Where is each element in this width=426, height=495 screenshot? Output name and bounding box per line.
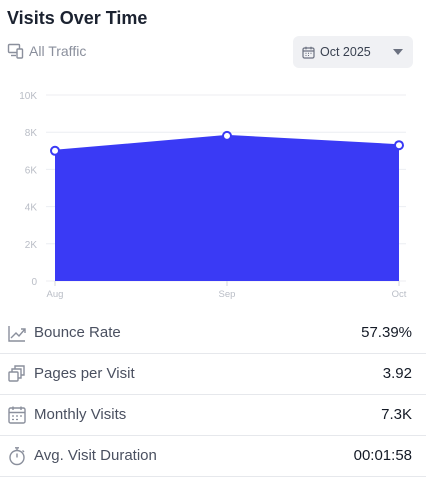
chevron-down-icon xyxy=(393,49,403,55)
data-point xyxy=(50,145,60,156)
devices-icon xyxy=(7,43,24,59)
area-series xyxy=(55,135,399,281)
metric-label: Pages per Visit xyxy=(34,365,135,382)
metric-label: Avg. Visit Duration xyxy=(34,447,157,464)
metric-value: 7.3K xyxy=(381,406,412,423)
pages-stack-icon xyxy=(7,364,27,389)
metric-value: 3.92 xyxy=(382,365,412,382)
visits-area-chart: 0 2K 4K 6K 8K 10K Aug Sep Oct xyxy=(19,91,407,300)
calendar-icon xyxy=(302,46,315,59)
y-tick-label: 6K xyxy=(25,165,38,176)
y-tick-label: 0 xyxy=(31,277,37,288)
x-tick-label: Oct xyxy=(392,289,407,300)
traffic-segment: All Traffic xyxy=(7,43,86,59)
metric-row-bounce-rate: Bounce Rate 57.39% xyxy=(0,313,426,354)
y-tick-label: 10K xyxy=(19,91,37,102)
widget-title: Visits Over Time xyxy=(7,8,148,28)
month-picker[interactable]: Oct 2025 xyxy=(293,36,413,68)
segment-label: All Traffic xyxy=(29,43,87,59)
trend-up-icon xyxy=(7,323,27,348)
x-tick-label: Sep xyxy=(219,289,236,300)
metric-row-pages-per-visit: Pages per Visit 3.92 xyxy=(0,354,426,395)
data-point xyxy=(222,130,232,141)
metric-row-monthly-visits: Monthly Visits 7.3K xyxy=(0,395,426,436)
month-picker-value: Oct 2025 xyxy=(320,45,371,59)
metric-label: Monthly Visits xyxy=(34,406,127,423)
metric-label: Bounce Rate xyxy=(34,324,121,341)
x-tick-label: Aug xyxy=(47,289,64,300)
metric-row-avg-visit-duration: Avg. Visit Duration 00:01:58 xyxy=(0,436,426,477)
data-point xyxy=(394,140,404,151)
metric-value: 00:01:58 xyxy=(353,447,412,464)
metrics-list: Bounce Rate 57.39% Pages per Visit 3.92 … xyxy=(0,313,426,477)
y-tick-label: 4K xyxy=(25,203,38,214)
calendar-icon xyxy=(7,405,27,430)
stopwatch-icon xyxy=(7,446,27,471)
y-tick-label: 8K xyxy=(25,128,38,139)
y-tick-label: 2K xyxy=(25,240,38,251)
metric-value: 57.39% xyxy=(361,324,412,341)
